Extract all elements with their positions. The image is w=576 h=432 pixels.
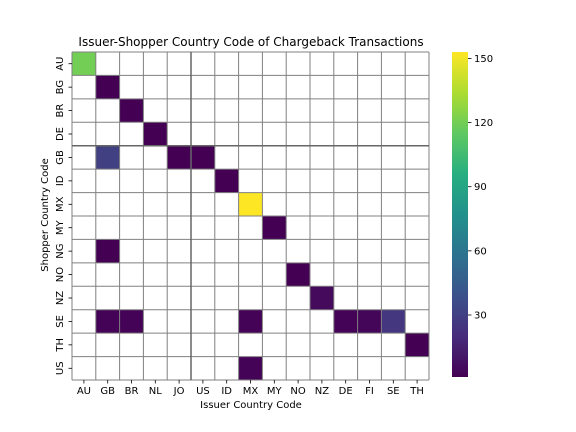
- heatmap-cell: [95, 75, 120, 99]
- heatmap-cell: [214, 169, 239, 193]
- y-tick-label: DE: [55, 127, 66, 141]
- heatmap-cell: [143, 122, 168, 146]
- heatmap-cell: [119, 98, 144, 123]
- y-tick-label: ID: [55, 175, 66, 186]
- heatmap-cell: [310, 286, 334, 310]
- heatmap-cell: [405, 333, 429, 357]
- heatmap-cell: [262, 216, 287, 240]
- heatmap-cells: [72, 52, 429, 380]
- x-tick-label: GB: [100, 386, 115, 397]
- heatmap-cell: [95, 145, 120, 170]
- heatmap-cell: [238, 356, 263, 380]
- colorbar-ticks: 30 60 90 120 150: [468, 54, 493, 321]
- x-tick-label: FI: [365, 386, 374, 397]
- heatmap-cell: [286, 262, 310, 287]
- y-tick-label: NZ: [55, 291, 66, 305]
- x-tick-label: MY: [267, 386, 283, 397]
- x-tick-label: US: [196, 386, 210, 397]
- y-axis-ticks: AU BG BR DE GB ID MX MY NG NO NZ SE TH US: [55, 57, 72, 375]
- heatmap-cell: [95, 239, 120, 263]
- colorbar-tick-label: 150: [474, 54, 493, 65]
- x-tick-label: ID: [221, 386, 232, 397]
- heatmap-cell: [333, 309, 358, 334]
- y-tick-label: MY: [55, 219, 66, 235]
- y-tick-label: AU: [55, 57, 66, 71]
- y-tick-label: US: [55, 361, 66, 375]
- x-axis-ticks: AU GB BR NL JO US ID MX MY NO NZ DE FI SE TH: [77, 380, 424, 397]
- heatmap-cell: [119, 309, 144, 334]
- heatmap-cell: [238, 192, 263, 216]
- y-tick-label: MX: [55, 196, 66, 212]
- heatmap-cell: [357, 309, 382, 334]
- x-tick-label: SE: [387, 386, 400, 397]
- y-tick-label: TH: [55, 338, 66, 353]
- y-axis-label: Shopper Country Code: [40, 158, 51, 271]
- y-tick-label: BR: [55, 104, 66, 118]
- x-tick-label: NO: [290, 386, 305, 397]
- heatmap-grid: [71, 51, 430, 381]
- x-tick-label: NL: [149, 386, 162, 397]
- x-tick-label: MX: [243, 386, 259, 397]
- y-tick-label: NO: [55, 267, 66, 282]
- y-tick-label: BG: [55, 80, 66, 94]
- heatmap-cell: [72, 52, 96, 76]
- y-tick-label: GB: [55, 150, 66, 165]
- colorbar: [452, 52, 468, 377]
- x-tick-label: BR: [125, 386, 139, 397]
- heatmap-cell: [167, 145, 191, 170]
- x-tick-label: NZ: [315, 386, 329, 397]
- y-tick-label: SE: [55, 315, 66, 328]
- colorbar-tick-label: 30: [474, 310, 487, 321]
- heatmap-cell: [95, 309, 120, 334]
- chart-title: Issuer-Shopper Country Code of Chargebac…: [78, 35, 423, 49]
- x-tick-label: AU: [77, 386, 91, 397]
- heatmap-cell: [238, 309, 263, 334]
- x-tick-label: DE: [339, 386, 353, 397]
- colorbar-tick-label: 90: [474, 182, 487, 193]
- heatmap-cell: [191, 145, 215, 170]
- colorbar-tick-label: 60: [474, 246, 487, 257]
- x-axis-label: Issuer Country Code: [200, 400, 302, 411]
- x-tick-label: JO: [173, 386, 185, 397]
- heatmap-cell: [381, 309, 406, 334]
- y-tick-label: NG: [55, 244, 66, 259]
- x-tick-label: TH: [409, 386, 424, 397]
- colorbar-tick-label: 120: [474, 118, 493, 129]
